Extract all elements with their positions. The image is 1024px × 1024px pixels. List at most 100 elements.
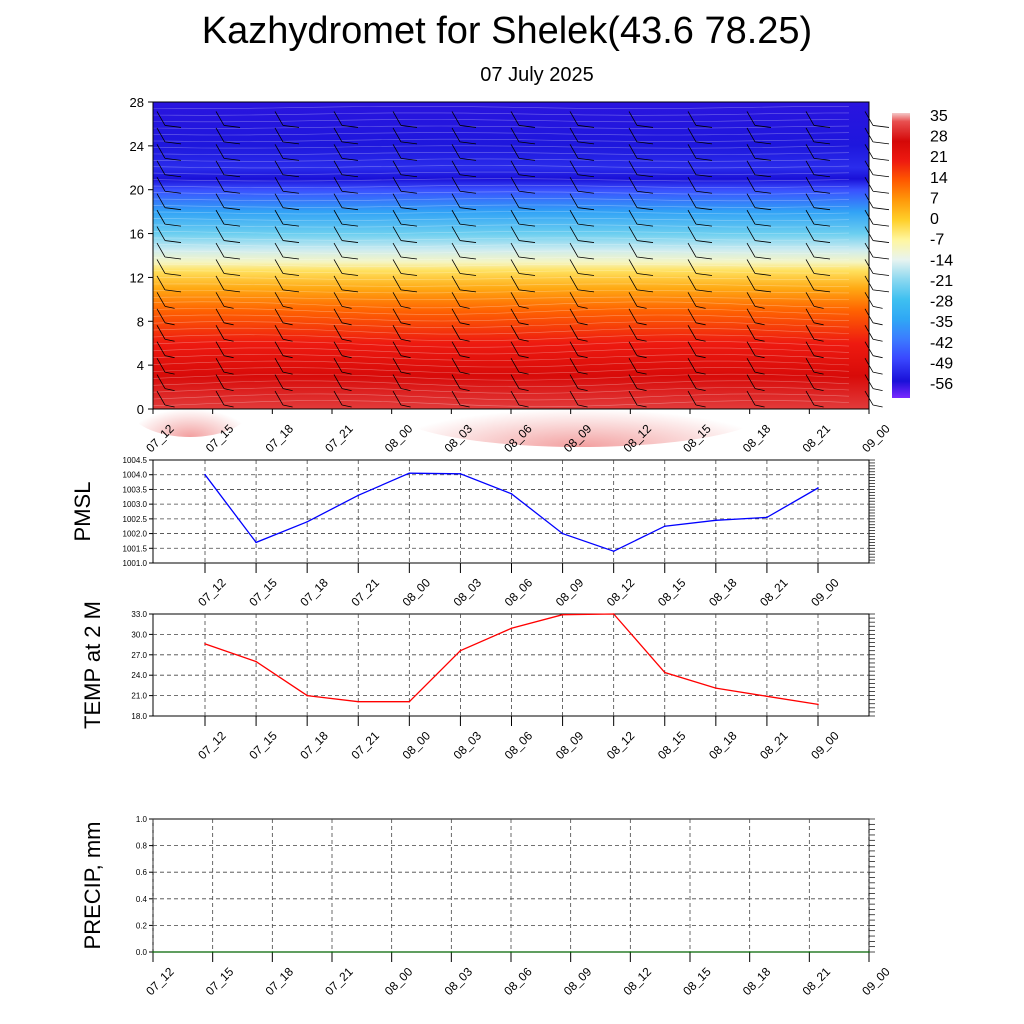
x-tick-label: 08_12 <box>604 728 638 762</box>
wind-barb <box>392 193 418 211</box>
x-tick-label: 08_21 <box>800 421 834 455</box>
wind-barb <box>687 292 706 309</box>
wind-barb <box>628 177 654 194</box>
wind-barb <box>569 374 588 391</box>
wind-barb <box>392 209 418 227</box>
wind-barb <box>215 160 241 178</box>
wind-barb <box>687 275 713 293</box>
x-tick-label: 08_03 <box>451 575 485 609</box>
wind-barb <box>805 292 824 309</box>
wind-barb <box>805 275 831 293</box>
wind-barb <box>392 259 418 276</box>
y-tick-label: 27.0 <box>131 651 147 660</box>
x-tick-label: 08_15 <box>655 575 689 609</box>
data-point <box>450 951 453 953</box>
contour-line <box>152 151 850 155</box>
wind-barb <box>392 275 418 293</box>
data-point <box>204 473 206 476</box>
wind-barb <box>628 259 654 276</box>
wind-barb <box>510 127 536 145</box>
data-point <box>510 951 512 953</box>
wind-barb <box>687 374 706 391</box>
x-tick-label: 08_21 <box>800 964 834 998</box>
wind-barb <box>274 226 300 243</box>
x-tick-label: 07_18 <box>263 964 297 998</box>
pmsl-panel: 1001.0 1001.5 1002.0 1002.5 1003.0 1003.5 1004… <box>70 456 875 609</box>
wind-barb <box>746 177 772 194</box>
wind-barb <box>451 193 477 211</box>
x-tick-label: 08_12 <box>621 964 655 998</box>
contour-line <box>152 321 850 328</box>
wind-barb <box>569 144 595 161</box>
wind-barb <box>451 325 470 342</box>
colorbar-label: 7 <box>930 190 939 207</box>
y-tick-label: 0.6 <box>136 868 148 877</box>
contour-line <box>152 301 850 309</box>
contour-line <box>152 106 850 110</box>
contour-line <box>152 112 850 116</box>
wind-barb <box>451 127 477 145</box>
wind-barb <box>274 325 293 342</box>
wind-barb <box>156 275 182 293</box>
wind-barb <box>451 160 477 178</box>
x-tick-label: 08_15 <box>655 728 689 762</box>
data-point <box>459 473 462 475</box>
contour-line <box>152 380 850 388</box>
wind-barb <box>156 357 175 375</box>
wind-barb <box>805 177 831 194</box>
colorbar-label: 14 <box>930 170 948 187</box>
x-tick-label: 07_21 <box>348 728 382 762</box>
wind-barb <box>451 292 470 309</box>
wind-barb <box>274 292 293 309</box>
y-tick-label: 24.0 <box>131 671 147 680</box>
y-tick-label: 0.2 <box>136 921 148 930</box>
heatmap-field <box>153 102 869 409</box>
x-tick-label: 07_15 <box>246 575 280 609</box>
data-point <box>561 613 564 616</box>
wind-barb <box>333 292 352 309</box>
wind-barb <box>274 390 293 408</box>
x-tick-label: 07_21 <box>322 421 356 455</box>
data-point <box>255 541 257 544</box>
wind-barb <box>215 259 241 276</box>
wind-barb <box>451 341 470 359</box>
contour-line <box>152 184 850 188</box>
wind-barb <box>510 226 536 243</box>
wind-barb <box>333 209 359 227</box>
wind-barb <box>746 226 772 243</box>
wind-barb <box>628 209 654 227</box>
wind-barb <box>805 111 831 128</box>
data-point <box>152 951 154 953</box>
wind-barb <box>392 292 411 309</box>
wind-barb <box>215 292 234 309</box>
wind-barb <box>805 160 831 178</box>
wind-barb <box>746 144 772 161</box>
wind-barb <box>392 111 418 128</box>
y-tick-label: 24 <box>130 139 144 154</box>
wind-barb <box>628 325 647 342</box>
contour-line <box>152 334 850 342</box>
wind-barb <box>628 374 647 391</box>
contour-lines <box>152 106 850 407</box>
wind-barb <box>451 259 477 276</box>
y-tick-label: 28 <box>130 95 144 110</box>
wind-barb <box>746 193 772 211</box>
y-tick-label: 1004.0 <box>123 471 148 480</box>
x-tick-label: 07_21 <box>348 575 382 609</box>
contour-line <box>152 178 850 182</box>
colorbar-label: -56 <box>930 376 953 393</box>
wind-barb <box>451 144 477 161</box>
wind-barb <box>569 275 595 293</box>
wind-barb <box>215 325 234 342</box>
wind-barb <box>746 160 772 178</box>
data-point <box>390 951 393 953</box>
wind-barb <box>156 292 175 309</box>
contour-line <box>152 387 850 394</box>
wind-barb <box>156 144 182 161</box>
wind-barb <box>569 292 588 309</box>
wind-barb <box>274 127 300 145</box>
contour-line <box>152 276 849 280</box>
wind-barb <box>687 193 713 211</box>
wind-barb <box>687 341 706 359</box>
